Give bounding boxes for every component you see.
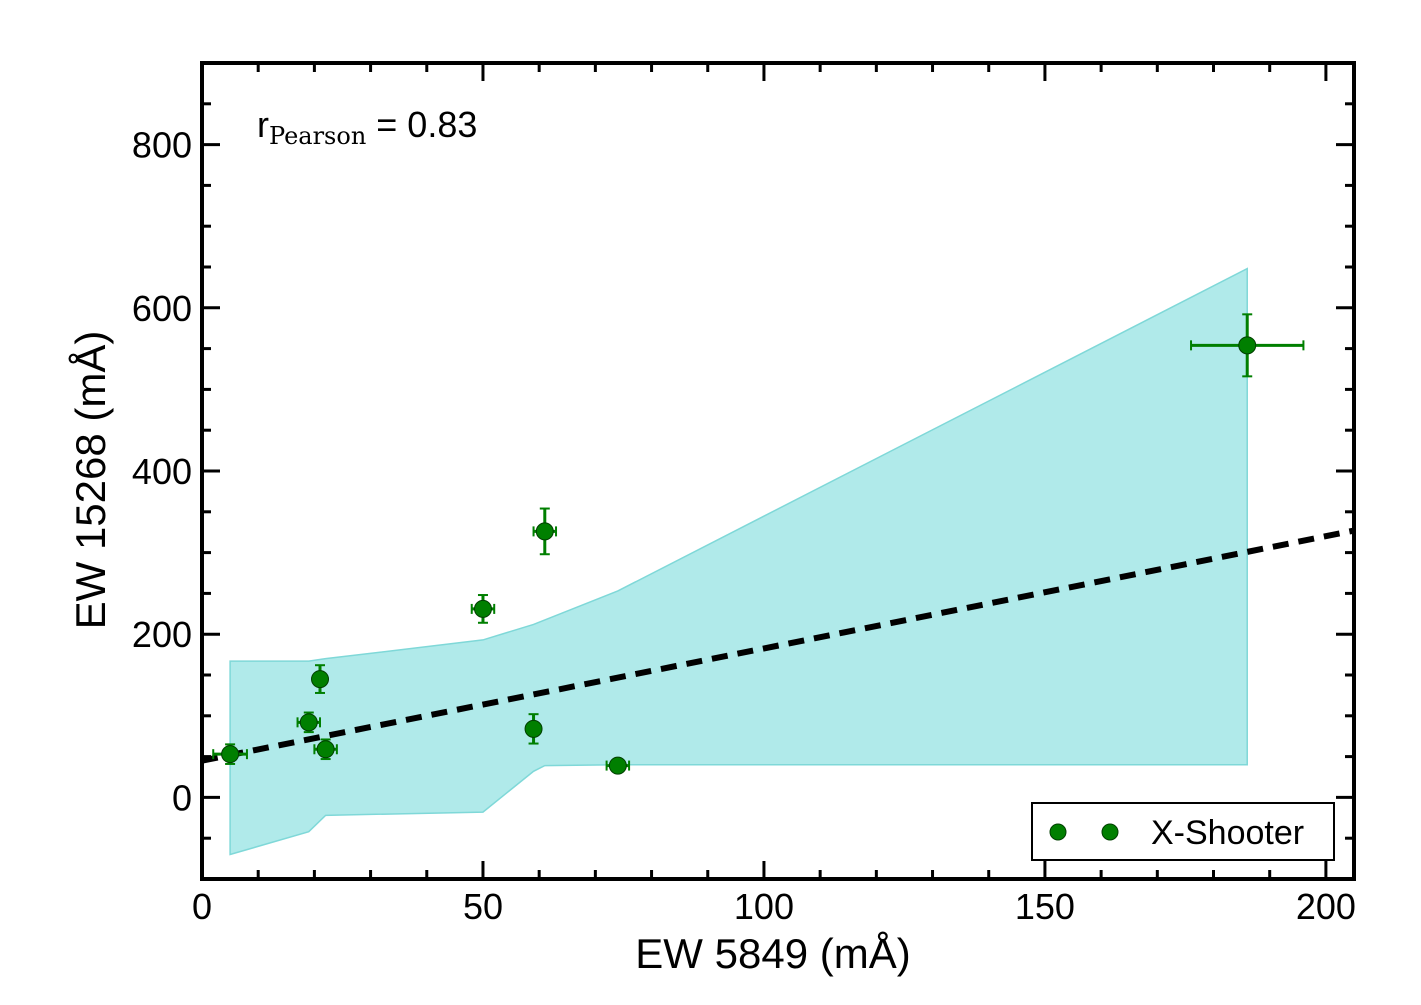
x-axis-label: EW 5849 (mÅ)	[635, 930, 910, 977]
data-point	[605, 756, 631, 775]
y-axis-label: EW 15268 (mÅ)	[67, 331, 114, 630]
pearson-value: = 0.83	[366, 104, 477, 145]
confidence-band	[229, 267, 1248, 856]
point-marker	[535, 522, 554, 541]
y-tick-label: 400	[132, 451, 192, 492]
y-tick-label: 200	[132, 614, 192, 655]
data-point	[212, 743, 248, 765]
point-marker	[1238, 336, 1257, 355]
point-marker	[608, 756, 627, 775]
point-marker	[221, 745, 240, 764]
confidence-band-layer	[229, 267, 1248, 856]
legend-marker	[1049, 823, 1067, 841]
y-tick-label: 600	[132, 288, 192, 329]
legend-label: X-Shooter	[1151, 814, 1304, 852]
data-point	[524, 713, 543, 745]
data-point	[1190, 313, 1305, 378]
data-points-layer	[212, 313, 1305, 775]
y-tick-label: 0	[172, 777, 192, 818]
data-point	[470, 594, 496, 624]
pearson-r: r	[257, 104, 269, 145]
point-marker	[473, 599, 492, 618]
data-point	[313, 738, 338, 761]
fit-line-layer	[201, 527, 1355, 764]
point-marker	[316, 740, 335, 759]
x-tick-labels: 0 50 100 150 200	[192, 886, 1356, 927]
legend-box	[1031, 802, 1335, 861]
x-tick-label: 200	[1296, 886, 1356, 927]
y-tick-label: 800	[132, 125, 192, 166]
data-point	[296, 711, 322, 734]
point-marker	[299, 713, 318, 732]
plot-frame	[200, 61, 1356, 881]
legend: X-Shooter	[1031, 802, 1335, 861]
fit-line	[201, 527, 1355, 764]
y-tick-labels: 0 200 400 600 800	[132, 125, 192, 819]
pearson-annotation: rPearson = 0.83	[257, 104, 477, 150]
point-marker	[524, 719, 543, 738]
x-tick-label: 50	[463, 886, 503, 927]
legend-marker	[1101, 823, 1119, 841]
data-point	[532, 507, 558, 556]
x-tick-label: 100	[734, 886, 794, 927]
pearson-subscript: Pearson	[269, 122, 366, 150]
x-tick-label: 150	[1015, 886, 1075, 927]
x-tick-label: 0	[192, 886, 212, 927]
point-marker	[311, 670, 330, 689]
data-point	[311, 664, 330, 694]
